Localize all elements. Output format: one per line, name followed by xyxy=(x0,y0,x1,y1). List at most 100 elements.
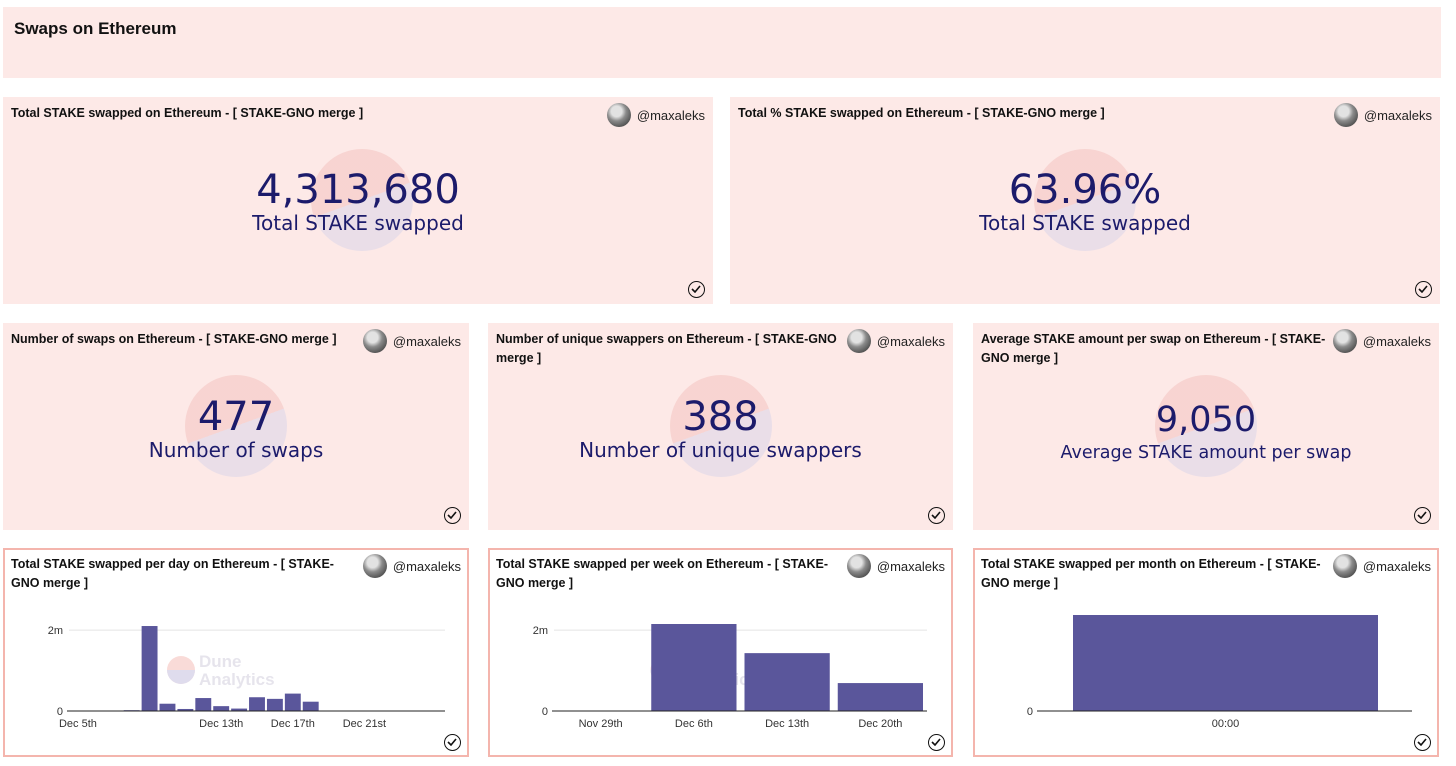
check-circle-icon xyxy=(688,281,705,298)
watermark-text-dune: Dune xyxy=(199,652,242,671)
watermark-text-analytics: Analytics xyxy=(199,670,275,689)
counter: 477 Number of swaps xyxy=(3,396,469,462)
x-tick-label: Dec 5th xyxy=(59,718,97,730)
dune-logo-lower xyxy=(167,670,195,684)
check-circle-icon xyxy=(1414,734,1431,751)
author-link[interactable]: @maxaleks xyxy=(606,103,705,127)
counter-value: 9,050 xyxy=(1155,400,1257,440)
dune-logo-icon xyxy=(311,149,413,251)
y-tick-label: 2m xyxy=(533,625,548,637)
dune-logo-icon xyxy=(670,375,772,477)
card-title: Total % STAKE swapped on Ethereum - [ ST… xyxy=(738,106,1105,120)
counter-value: 4,313,680 xyxy=(256,167,460,213)
author-link[interactable]: @maxaleks xyxy=(1332,329,1431,353)
check-circle-icon xyxy=(928,734,945,751)
counter: 9,050 Average STAKE amount per swap xyxy=(973,399,1439,465)
author-link[interactable]: @maxaleks xyxy=(1333,103,1432,127)
card-title: Number of swaps on Ethereum - [ STAKE-GN… xyxy=(11,332,337,346)
dune-logo-icon xyxy=(185,375,287,477)
check-circle-icon xyxy=(444,734,461,751)
counter-label: Total STAKE swapped xyxy=(252,211,464,235)
card-title: Average STAKE amount per swap on Ethereu… xyxy=(981,332,1326,365)
counter-label: Average STAKE amount per swap xyxy=(1060,443,1352,463)
bar xyxy=(266,698,283,711)
bar xyxy=(284,693,301,711)
bar xyxy=(249,697,265,711)
counter-value: 388 xyxy=(682,394,759,440)
counter: 63.96% Total STAKE swapped xyxy=(730,169,1440,235)
bar xyxy=(159,703,176,711)
avatar xyxy=(1332,554,1357,578)
check-circle-icon xyxy=(928,507,945,524)
dune-logo-icon xyxy=(167,656,195,684)
counter-value: 63.96% xyxy=(1008,167,1162,213)
dune-logo-icon xyxy=(1034,149,1136,251)
y-tick-label: 2m xyxy=(48,625,63,637)
counter: 4,313,680 Total STAKE swapped xyxy=(3,169,713,235)
card-title: Number of unique swappers on Ethereum - … xyxy=(496,332,837,365)
bar xyxy=(837,683,923,711)
chart-card-per-month[interactable]: Total STAKE swapped per month on Ethereu… xyxy=(973,548,1439,757)
counter-label: Number of unique swappers xyxy=(579,438,862,462)
avatar xyxy=(1332,329,1357,353)
x-tick-label: Dec 13th xyxy=(199,718,243,730)
chart-card-per-week[interactable]: Total STAKE swapped per week on Ethereum… xyxy=(488,548,953,757)
x-tick-label: Dec 13th xyxy=(765,718,809,730)
chart-card-per-day[interactable]: Total STAKE swapped per day on Ethereum … xyxy=(3,548,469,757)
bar xyxy=(1073,615,1378,711)
avatar xyxy=(606,103,631,127)
author-name: @maxaleks xyxy=(876,558,945,574)
y-tick-label: 0 xyxy=(542,706,548,718)
card-title: Total STAKE swapped on Ethereum - [ STAK… xyxy=(11,106,364,120)
avatar xyxy=(362,329,387,353)
x-tick-label: Nov 29th xyxy=(579,718,623,730)
counter-label: Number of swaps xyxy=(148,438,324,462)
avatar xyxy=(846,554,871,578)
card-title: Total STAKE swapped per month on Ethereu… xyxy=(981,557,1321,590)
author-link[interactable]: @maxaleks xyxy=(846,329,945,353)
x-tick-label: Dec 21st xyxy=(343,718,386,730)
counter-card-swaps[interactable]: Number of swaps on Ethereum - [ STAKE-GN… xyxy=(3,323,469,530)
author-name: @maxaleks xyxy=(392,333,461,349)
author-name: @maxaleks xyxy=(876,333,945,349)
bar xyxy=(651,624,737,711)
author-name: @maxaleks xyxy=(1363,107,1432,123)
counter-value: 477 xyxy=(197,394,275,440)
author-name: @maxaleks xyxy=(1362,558,1431,574)
avatar xyxy=(362,554,387,578)
bar xyxy=(231,708,248,711)
check-circle-icon xyxy=(1414,507,1431,524)
counter-label: Total STAKE swapped xyxy=(979,211,1191,235)
bar xyxy=(141,626,158,711)
x-tick-label: 00:00 xyxy=(1212,718,1240,730)
avatar xyxy=(846,329,871,353)
avatar xyxy=(1333,103,1358,127)
bar xyxy=(213,706,230,711)
counter-card-average[interactable]: Average STAKE amount per swap on Ethereu… xyxy=(973,323,1439,530)
card-title: Total STAKE swapped per day on Ethereum … xyxy=(11,557,334,590)
dune-logo-icon xyxy=(1155,375,1257,477)
x-tick-label: Dec 17th xyxy=(271,718,315,730)
author-link[interactable]: @maxaleks xyxy=(846,554,945,578)
dashboard-header: Swaps on Ethereum xyxy=(3,7,1441,78)
bar xyxy=(302,701,319,711)
y-tick-label: 0 xyxy=(1027,706,1033,718)
dashboard-title: Swaps on Ethereum xyxy=(14,19,177,38)
x-tick-label: Dec 20th xyxy=(858,718,902,730)
y-tick-label: 0 xyxy=(57,706,63,718)
bar xyxy=(177,708,194,711)
counter-card-total-percent[interactable]: Total % STAKE swapped on Ethereum - [ ST… xyxy=(730,97,1440,304)
author-link[interactable]: @maxaleks xyxy=(1332,554,1431,578)
author-link[interactable]: @maxaleks xyxy=(362,329,461,353)
card-title: Total STAKE swapped per week on Ethereum… xyxy=(496,557,828,590)
counter-card-total-stake[interactable]: Total STAKE swapped on Ethereum - [ STAK… xyxy=(3,97,713,304)
author-name: @maxaleks xyxy=(636,107,705,123)
bar-chart-per-month: DuneAnalytics000:00 xyxy=(1027,615,1412,730)
author-link[interactable]: @maxaleks xyxy=(362,554,461,578)
counter-card-unique-swappers[interactable]: Number of unique swappers on Ethereum - … xyxy=(488,323,953,530)
bar xyxy=(195,698,212,711)
check-circle-icon xyxy=(444,507,461,524)
